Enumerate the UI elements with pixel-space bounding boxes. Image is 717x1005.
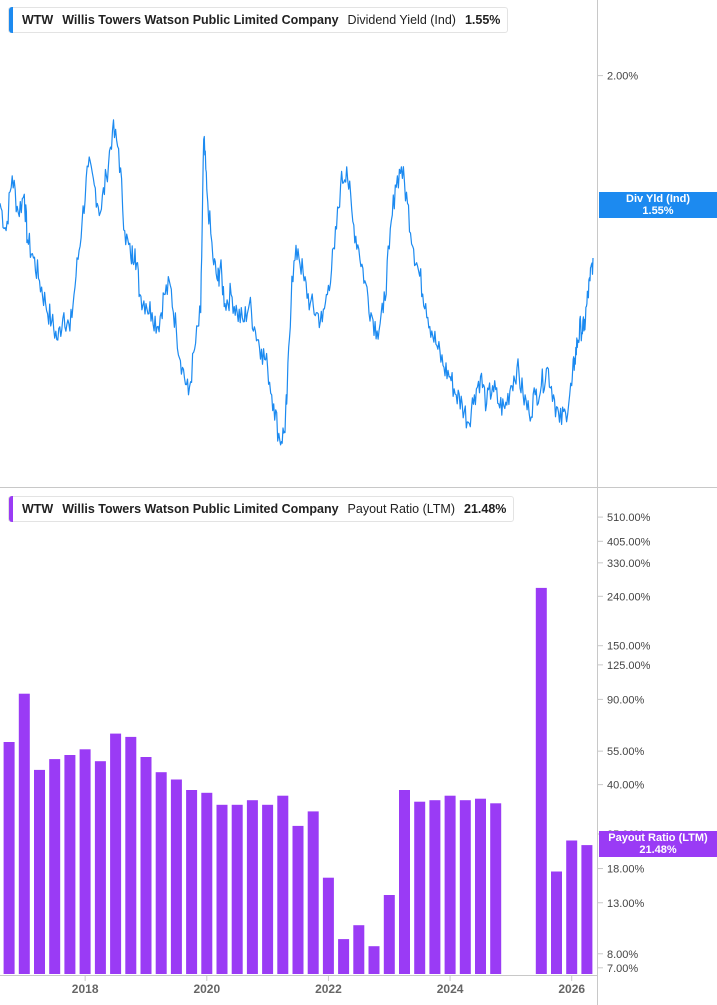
y-tick-label: 510.00%	[607, 512, 651, 524]
x-tick-label: 2020	[193, 982, 220, 996]
tag-label: Div Yld (Ind)	[626, 193, 690, 205]
tag-value: 21.48%	[639, 844, 677, 856]
y-tick-label: 8.00%	[607, 949, 638, 961]
payout-bar	[581, 845, 593, 974]
payout-bar	[414, 801, 426, 974]
payout-ratio-value-tag: Payout Ratio (LTM) 21.48%	[599, 831, 717, 857]
payout-bar	[64, 755, 76, 974]
bar-color-swatch	[9, 496, 13, 522]
legend-company: Willis Towers Watson Public Limited Comp…	[62, 13, 339, 27]
payout-bar	[292, 825, 304, 974]
legend-value: 1.55%	[464, 13, 501, 27]
payout-bar	[186, 790, 198, 974]
x-tick-label: 2026	[558, 982, 585, 996]
payout-bar	[353, 925, 365, 974]
payout-bar	[94, 761, 106, 974]
legend-ticker: WTW	[22, 13, 54, 27]
y-tick-label: 90.00%	[607, 694, 645, 706]
dividend-yield-line	[0, 119, 594, 446]
payout-bar	[429, 800, 441, 974]
payout-bar	[201, 792, 213, 974]
payout-bar	[34, 769, 45, 974]
legend-metric: Payout Ratio (LTM)	[347, 502, 455, 516]
payout-bar	[155, 772, 167, 974]
payout-bar	[246, 800, 258, 974]
tag-label: Payout Ratio (LTM)	[608, 832, 708, 844]
legend-company: Willis Towers Watson Public Limited Comp…	[62, 502, 339, 516]
payout-bar	[125, 736, 137, 974]
line-color-swatch	[9, 7, 13, 33]
payout-bar	[383, 895, 395, 974]
payout-ratio-plot	[3, 587, 593, 974]
payout-bar	[49, 759, 61, 974]
legend-metric: Dividend Yield (Ind)	[347, 13, 456, 27]
tag-value: 1.55%	[642, 205, 674, 217]
x-tick-label: 2024	[437, 982, 464, 996]
y-tick-label: 18.00%	[607, 864, 645, 876]
x-tick-label: 2018	[72, 982, 99, 996]
payout-bar	[307, 811, 319, 974]
payout-bar	[368, 946, 380, 974]
dividend-yield-plot	[0, 119, 594, 446]
payout-ratio-legend[interactable]: WTW Willis Towers Watson Public Limited …	[8, 496, 515, 522]
payout-bar	[231, 804, 243, 974]
payout-bar	[490, 803, 502, 974]
payout-bar	[444, 795, 456, 974]
y-tick-label: 7.00%	[607, 963, 638, 975]
payout-bar	[18, 693, 30, 974]
payout-bar	[277, 795, 289, 974]
payout-bar	[459, 800, 471, 974]
payout-bar	[566, 840, 578, 974]
legend-value: 21.48%	[464, 502, 507, 516]
payout-bar	[79, 749, 91, 974]
payout-bar	[3, 742, 15, 974]
y-tick-label: 405.00%	[607, 536, 651, 548]
payout-bar	[475, 798, 486, 974]
payout-bar	[170, 779, 182, 974]
dividend-yield-value-tag: Div Yld (Ind) 1.55%	[599, 192, 717, 218]
payout-bar	[399, 790, 410, 974]
payout-bar	[216, 804, 228, 974]
x-tick-label: 2022	[315, 982, 342, 996]
y-tick-label: 150.00%	[607, 641, 651, 653]
payout-bar	[110, 733, 122, 974]
y-tick-label: 125.00%	[607, 660, 651, 672]
payout-bar	[140, 757, 152, 974]
payout-bar	[535, 587, 547, 974]
y-tick-label: 40.00%	[607, 780, 645, 792]
payout-bar	[262, 804, 274, 974]
legend-ticker: WTW	[22, 502, 54, 516]
y-tick-label: 55.00%	[607, 746, 645, 758]
dividend-yield-legend[interactable]: WTW Willis Towers Watson Public Limited …	[8, 7, 509, 33]
payout-bar	[322, 877, 334, 974]
y-tick-label: 2.00%	[607, 71, 638, 83]
payout-bar	[338, 939, 350, 974]
y-tick-label: 240.00%	[607, 591, 651, 603]
y-tick-label: 330.00%	[607, 558, 651, 570]
y-tick-label: 13.00%	[607, 898, 645, 910]
payout-bar	[551, 871, 562, 974]
